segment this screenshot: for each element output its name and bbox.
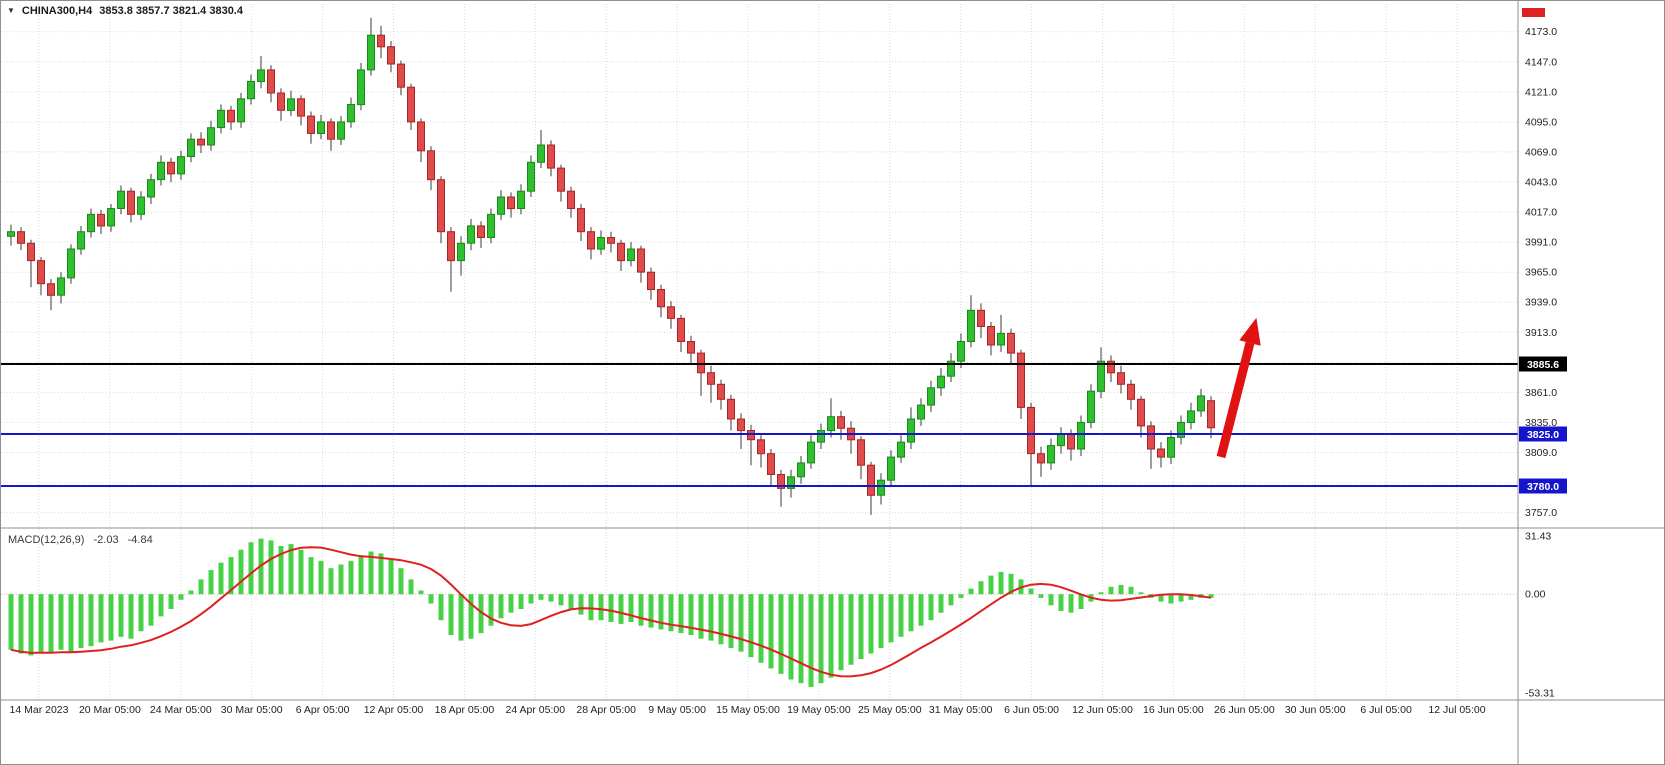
svg-text:3809.0: 3809.0 [1525,447,1557,459]
trend-arrow-annotation[interactable] [1216,317,1261,459]
macd-value: -2.03 [93,534,119,546]
svg-text:14 Mar 2023: 14 Mar 2023 [10,704,69,716]
svg-text:3991.0: 3991.0 [1525,237,1557,249]
svg-text:20 Mar 05:00: 20 Mar 05:00 [79,704,141,716]
grid-layer [1,4,1518,700]
svg-text:12 Jul 05:00: 12 Jul 05:00 [1428,704,1485,716]
macd-name: MACD(12,26,9) [8,534,85,546]
svg-text:31 May 05:00: 31 May 05:00 [929,704,993,716]
svg-text:3885.6: 3885.6 [1527,359,1559,371]
svg-text:3965.0: 3965.0 [1525,267,1557,279]
svg-text:30 Mar 05:00: 30 Mar 05:00 [221,704,283,716]
svg-text:3757.0: 3757.0 [1525,507,1557,519]
macd-indicator-label: MACD(12,26,9) -2.03 -4.84 [8,534,159,546]
svg-text:4147.0: 4147.0 [1525,56,1557,68]
macd-signal-value: -4.84 [127,534,153,546]
svg-text:31.43: 31.43 [1525,530,1551,542]
svg-text:4173.0: 4173.0 [1525,26,1557,38]
svg-text:25 May 05:00: 25 May 05:00 [858,704,922,716]
svg-text:16 Jun 05:00: 16 Jun 05:00 [1143,704,1204,716]
svg-text:3939.0: 3939.0 [1525,297,1557,309]
svg-text:28 Apr 05:00: 28 Apr 05:00 [576,704,636,716]
svg-text:3825.0: 3825.0 [1527,429,1559,441]
ohlc-values: 3853.8 3857.7 3821.4 3830.4 [99,5,243,17]
time-axis[interactable]: 14 Mar 2023 20 Mar 05:00 24 Mar 05:00 30 Ma… [10,704,1486,716]
svg-text:9 May 05:00: 9 May 05:00 [648,704,706,716]
macd-signal-line [10,546,1212,678]
svg-text:4069.0: 4069.0 [1525,146,1557,158]
svg-text:4017.0: 4017.0 [1525,207,1557,219]
chart-title-bar: ▼ CHINA300,H4 3853.8 3857.7 3821.4 3830.… [7,5,243,17]
svg-text:24 Mar 05:00: 24 Mar 05:00 [150,704,212,716]
svg-text:6 Apr 05:00: 6 Apr 05:00 [296,704,350,716]
svg-text:3835.0: 3835.0 [1525,417,1557,429]
svg-text:18 Apr 05:00: 18 Apr 05:00 [435,704,495,716]
symbol-period-label: CHINA300,H4 [21,5,93,17]
svg-text:24 Apr 05:00: 24 Apr 05:00 [506,704,566,716]
svg-text:26 Jun 05:00: 26 Jun 05:00 [1214,704,1275,716]
svg-text:0.00: 0.00 [1525,589,1546,601]
svg-text:30 Jun 05:00: 30 Jun 05:00 [1285,704,1346,716]
svg-text:19 May 05:00: 19 May 05:00 [787,704,851,716]
price-badge-3825.0 [1519,426,1567,442]
svg-text:15 May 05:00: 15 May 05:00 [716,704,780,716]
svg-text:6 Jul 05:00: 6 Jul 05:00 [1360,704,1412,716]
price-badge-3885.6 [1519,356,1567,372]
svg-text:3861.0: 3861.0 [1525,387,1557,399]
svg-text:-53.31: -53.31 [1525,688,1555,700]
svg-text:4121.0: 4121.0 [1525,86,1557,98]
top-right-marker[interactable] [1522,8,1545,17]
candles-layer [7,17,1215,515]
svg-text:12 Apr 05:00: 12 Apr 05:00 [364,704,424,716]
svg-text:3913.0: 3913.0 [1525,327,1557,339]
svg-text:4043.0: 4043.0 [1525,177,1557,189]
price-axis[interactable]: 4173.0 4147.0 4121.0 4095.0 4069.0 4043.0 4017… [1519,26,1567,700]
svg-text:3780.0: 3780.0 [1527,481,1559,493]
price-badge-3780.0 [1519,478,1567,494]
svg-text:6 Jun 05:00: 6 Jun 05:00 [1004,704,1059,716]
symbol-dropdown-icon[interactable]: ▼ [7,6,15,15]
svg-text:12 Jun 05:00: 12 Jun 05:00 [1072,704,1133,716]
svg-text:4095.0: 4095.0 [1525,116,1557,128]
